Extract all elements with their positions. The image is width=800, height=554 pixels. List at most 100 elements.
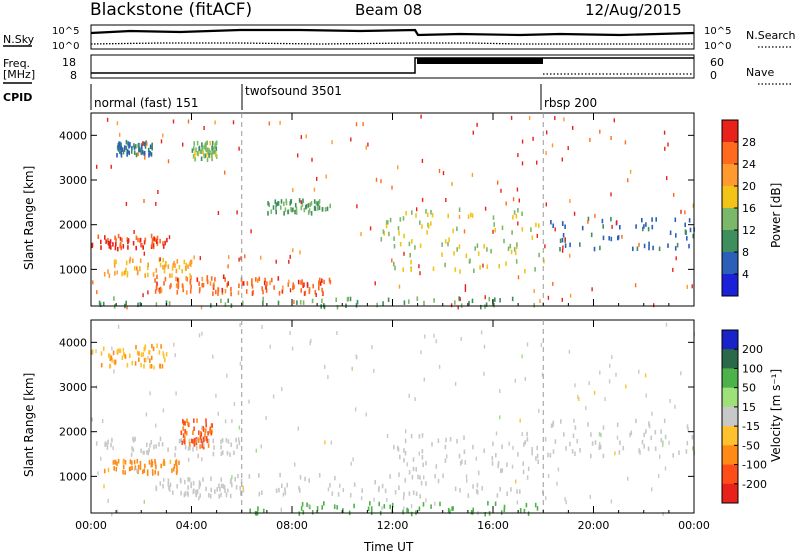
scatter-cell [174, 353, 176, 358]
scatter-cell [117, 459, 120, 464]
scatter-cell [667, 142, 669, 147]
scatter-cell [265, 415, 267, 420]
scatter-cell [189, 289, 192, 294]
scatter-cell [389, 474, 391, 479]
scatter-cell [273, 285, 275, 290]
scatter-cell [147, 450, 149, 456]
scatter-cell [594, 440, 597, 445]
scatter-cell [579, 448, 581, 453]
scatter-cell [418, 451, 420, 456]
scatter-cell [501, 468, 504, 473]
scatter-cell [549, 453, 552, 458]
scatter-cell [204, 432, 206, 437]
scatter-cell [199, 444, 201, 449]
scatter-cell [449, 437, 452, 442]
scatter-cell [291, 207, 293, 213]
scatter-cell [331, 140, 333, 145]
scatter-cell [354, 407, 357, 412]
scatter-cell [200, 432, 203, 437]
scatter-cell [114, 271, 116, 276]
scatter-cell [215, 141, 217, 147]
scatter-cell [536, 453, 539, 459]
scatter-cell [420, 114, 422, 119]
scatter-cell [587, 216, 590, 222]
scatter-cell [174, 452, 176, 458]
scatter-cell [381, 506, 383, 511]
scatter-cell [625, 384, 627, 389]
scatter-cell [421, 158, 424, 163]
scatter-cell [193, 488, 195, 493]
scatter-cell [102, 301, 105, 307]
scatter-cell [498, 264, 500, 269]
scatter-cell [350, 461, 352, 466]
colorbar-swatch [722, 252, 738, 275]
scatter-cell [572, 125, 574, 130]
scatter-cell [425, 498, 427, 503]
scatter-cell [281, 387, 283, 392]
scatter-cell [454, 267, 457, 272]
scatter-cell [143, 199, 145, 203]
scatter-cell [571, 449, 574, 454]
scatter-cell [491, 461, 494, 466]
scatter-cell [445, 198, 447, 202]
scatter-cell [593, 246, 596, 252]
scatter-cell [643, 444, 645, 449]
scatter-cell [111, 346, 113, 351]
scatter-cell [519, 418, 521, 423]
scatter-cell [517, 452, 519, 457]
scatter-cell [207, 431, 209, 436]
scatter-cell [203, 437, 205, 442]
scatter-cell [648, 245, 650, 251]
scatter-cell [201, 457, 203, 462]
scatter-cell [636, 246, 639, 251]
scatter-cell [500, 188, 502, 193]
scatter-cell [302, 300, 305, 305]
scatter-cell [116, 509, 119, 514]
colorbar-tick-label: -100 [742, 459, 767, 472]
scatter-cell [137, 464, 140, 470]
velocity-panel-frame [90, 319, 695, 514]
scatter-cell [315, 201, 318, 206]
scatter-cell [505, 261, 507, 266]
scatter-cell [527, 511, 530, 516]
scatter-cell [521, 354, 523, 359]
scatter-cell [458, 244, 461, 249]
scatter-cell [242, 488, 245, 493]
scatter-cell [476, 122, 478, 127]
scatter-cell [162, 241, 164, 246]
scatter-cell [526, 475, 529, 480]
scatter-cell [279, 472, 281, 478]
scatter-cell [521, 139, 524, 144]
scatter-cell [512, 445, 514, 450]
scatter-cell [173, 260, 175, 266]
scatter-cell [109, 356, 112, 361]
scatter-cell [658, 246, 661, 252]
scatter-cell [218, 483, 220, 489]
scatter-cell [327, 375, 329, 380]
scatter-cell [126, 149, 129, 154]
scatter-cell [212, 451, 215, 457]
scatter-cell [115, 259, 117, 265]
scatter-cell [147, 355, 149, 360]
colorbar-tick-label: 16 [742, 202, 756, 215]
scatter-cell [128, 259, 131, 264]
scatter-cell [545, 151, 547, 155]
scatter-cell [503, 507, 506, 513]
scatter-cell [362, 122, 364, 127]
scatter-cell [608, 379, 611, 384]
scatter-cell [282, 492, 285, 497]
scatter-cell [468, 259, 471, 264]
scatter-cell [611, 355, 613, 360]
scatter-cell [574, 425, 577, 430]
scatter-cell [196, 277, 199, 282]
scatter-cell [433, 333, 435, 338]
scatter-cell [408, 491, 411, 496]
colorbar-tick-label: 100 [742, 362, 763, 375]
scatter-cell [121, 355, 124, 360]
noise-search-trace [90, 42, 694, 45]
scatter-cell [484, 304, 486, 309]
scatter-cell [195, 489, 197, 495]
scatter-cell [129, 256, 132, 262]
scatter-cell [151, 142, 153, 148]
scatter-cell [151, 242, 153, 248]
